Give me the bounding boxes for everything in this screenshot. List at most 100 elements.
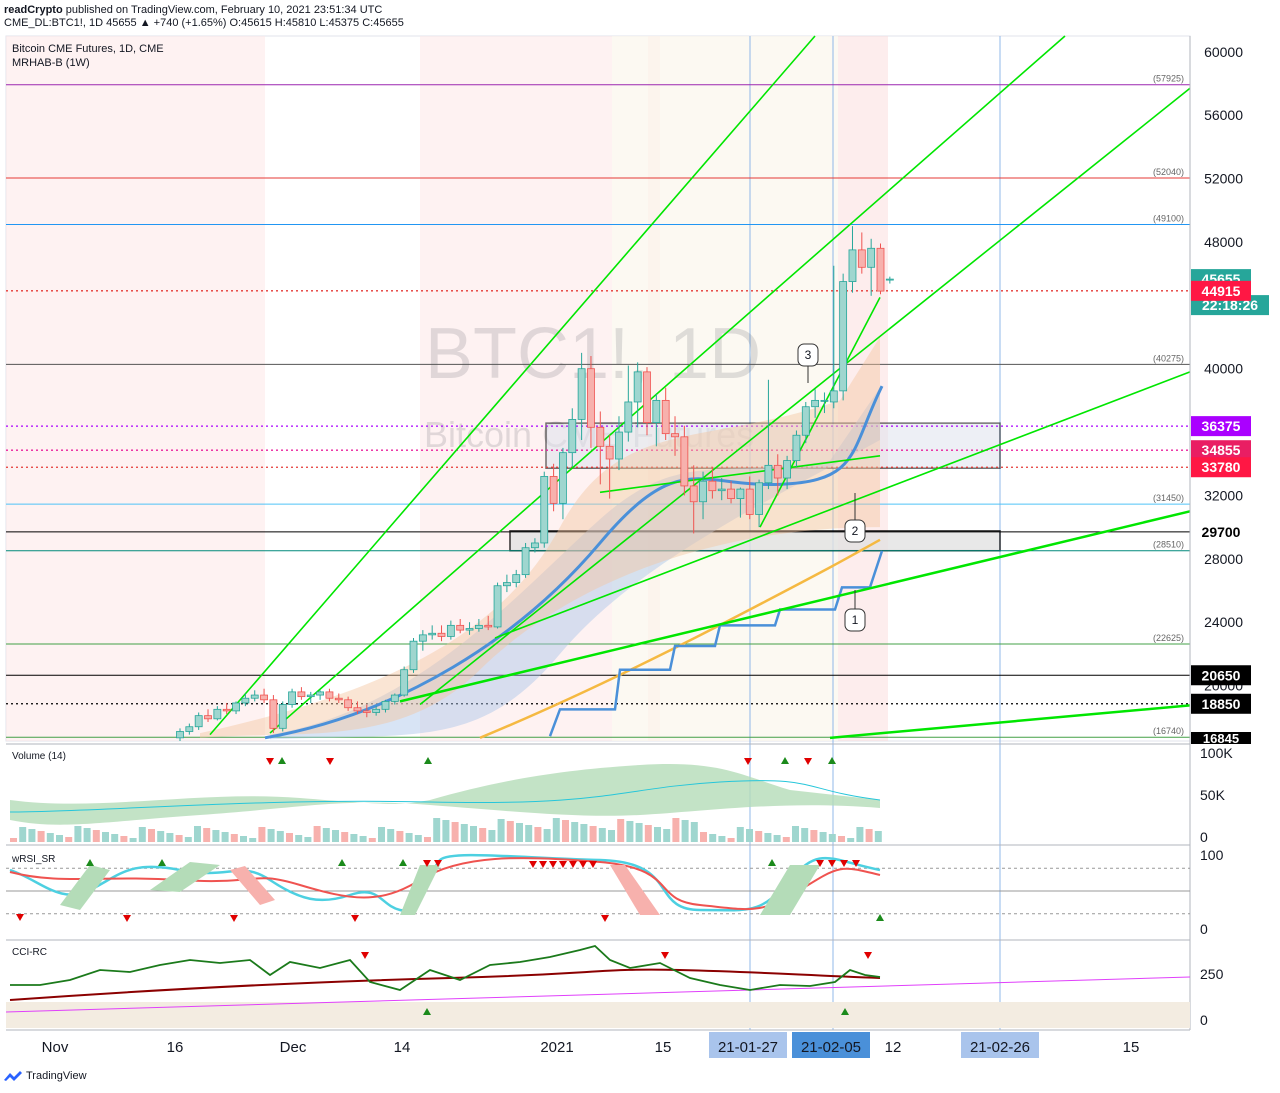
volume-bar — [203, 828, 211, 842]
volume-up-arrow-icon — [781, 757, 789, 764]
volume-bar — [378, 827, 385, 842]
rsi-fill — [230, 866, 275, 905]
volume-bar — [562, 820, 569, 842]
x-tick-label: 15 — [1123, 1039, 1140, 1056]
candle-body — [792, 434, 801, 461]
rsi-down-arrow-icon — [569, 861, 577, 868]
cci-up-arrow-icon — [423, 1008, 431, 1015]
level-label-14: (16740) — [1153, 726, 1184, 736]
x-tick-label: 21-02-05 — [801, 1039, 861, 1056]
level-badge-34855-bg — [1191, 440, 1251, 461]
rsi-title: wRSI_SR — [11, 854, 55, 865]
level-label-4: (40275) — [1153, 353, 1184, 363]
level-label-8: (31450) — [1153, 493, 1184, 503]
candle-body — [493, 585, 502, 628]
volume-bar — [433, 818, 441, 842]
level-label-11: (22625) — [1153, 633, 1184, 643]
step-line — [548, 550, 884, 737]
level-label-2: (49100) — [1153, 214, 1184, 224]
volume-bar — [56, 835, 63, 842]
candle-body — [446, 624, 455, 637]
rsi-down-arrow-icon — [816, 860, 824, 867]
volume-bar — [19, 827, 27, 842]
level-badge-18850-bg — [1191, 693, 1251, 714]
volume-bar — [451, 822, 459, 842]
candle-body — [260, 694, 268, 701]
level-badge-33780-bg — [1191, 457, 1251, 478]
candle-body — [848, 249, 857, 282]
volume-bar — [828, 834, 836, 842]
level-badge-36375-bg — [1191, 416, 1251, 437]
volume-bar — [304, 837, 312, 842]
volume-bar — [322, 828, 330, 842]
candle-body — [801, 406, 810, 436]
candle-body — [727, 488, 735, 500]
symbol-line: CME_DL:BTC1!, 1D 45655 ▲ +740 (+1.65%) O… — [4, 17, 404, 29]
volume-bar — [332, 830, 339, 842]
volume-down-arrow-icon — [266, 758, 274, 765]
volume-bar — [74, 826, 82, 842]
candle-body — [176, 731, 184, 739]
y-tick-label: 24000 — [1204, 614, 1243, 630]
footer: TradingView — [4, 1070, 87, 1082]
candle-body — [278, 704, 287, 729]
volume-bar — [341, 832, 349, 842]
trend-line-5 — [829, 704, 1191, 740]
x-tick-label: 16 — [167, 1039, 184, 1056]
rsi-fill — [150, 862, 220, 892]
trend-line-0 — [209, 35, 816, 736]
rsi-up-arrow-icon — [86, 859, 94, 866]
volume-bar — [608, 830, 615, 842]
volume-tick: 0 — [1200, 829, 1208, 845]
volume-bar — [28, 829, 36, 842]
cci-band — [6, 1002, 1190, 1028]
volume-bar — [10, 838, 17, 842]
volume-bar — [626, 821, 634, 842]
rsi-down-arrow-icon — [840, 860, 848, 867]
volume-bar — [368, 838, 376, 842]
candle-body — [689, 485, 698, 503]
candle-body — [353, 707, 362, 712]
candle-body — [362, 710, 371, 713]
candle-body — [456, 624, 465, 631]
candle-body — [652, 399, 661, 423]
candle-body — [811, 399, 820, 408]
callout-box-3 — [797, 343, 819, 367]
candle-body — [829, 390, 838, 403]
rsi-down-arrow-icon — [559, 861, 567, 868]
rsi-fill — [60, 865, 110, 910]
volume-bar — [396, 831, 404, 842]
candle-body — [316, 691, 325, 696]
rsi-down-arrow-icon — [529, 861, 537, 868]
volume-bar — [874, 831, 882, 842]
candle-body — [643, 371, 651, 423]
volume-bar — [405, 833, 413, 842]
volume-bar — [663, 829, 671, 842]
volume-up-arrow-icon — [828, 757, 836, 764]
candle-body — [559, 452, 567, 504]
candle-body — [773, 464, 782, 479]
volume-tick: 50K — [1200, 787, 1226, 803]
candle-body — [867, 247, 876, 268]
x-tick-label: 15 — [655, 1039, 672, 1056]
candle-body — [232, 702, 240, 712]
candle-body — [605, 445, 614, 460]
volume-bar — [644, 825, 652, 842]
rsi-up-arrow-icon — [876, 914, 884, 921]
volume-down-arrow-icon — [326, 758, 334, 765]
level-label-10: (28510) — [1153, 540, 1184, 550]
volume-up-arrow-icon — [424, 757, 432, 764]
volume-bar — [819, 832, 827, 842]
rsi-down-arrow-icon — [123, 915, 131, 922]
volume-bar — [313, 826, 321, 842]
volume-bar — [157, 831, 165, 842]
candle-body — [428, 632, 437, 636]
time-badge-21-02-26 — [961, 1032, 1039, 1058]
cci-line-green — [10, 945, 881, 991]
cci-down-arrow-icon — [361, 952, 369, 959]
rsi-down-arrow-icon — [539, 861, 547, 868]
volume-bar — [258, 827, 266, 842]
candle-body — [839, 281, 848, 392]
volume-down-arrow-icon — [744, 758, 752, 765]
